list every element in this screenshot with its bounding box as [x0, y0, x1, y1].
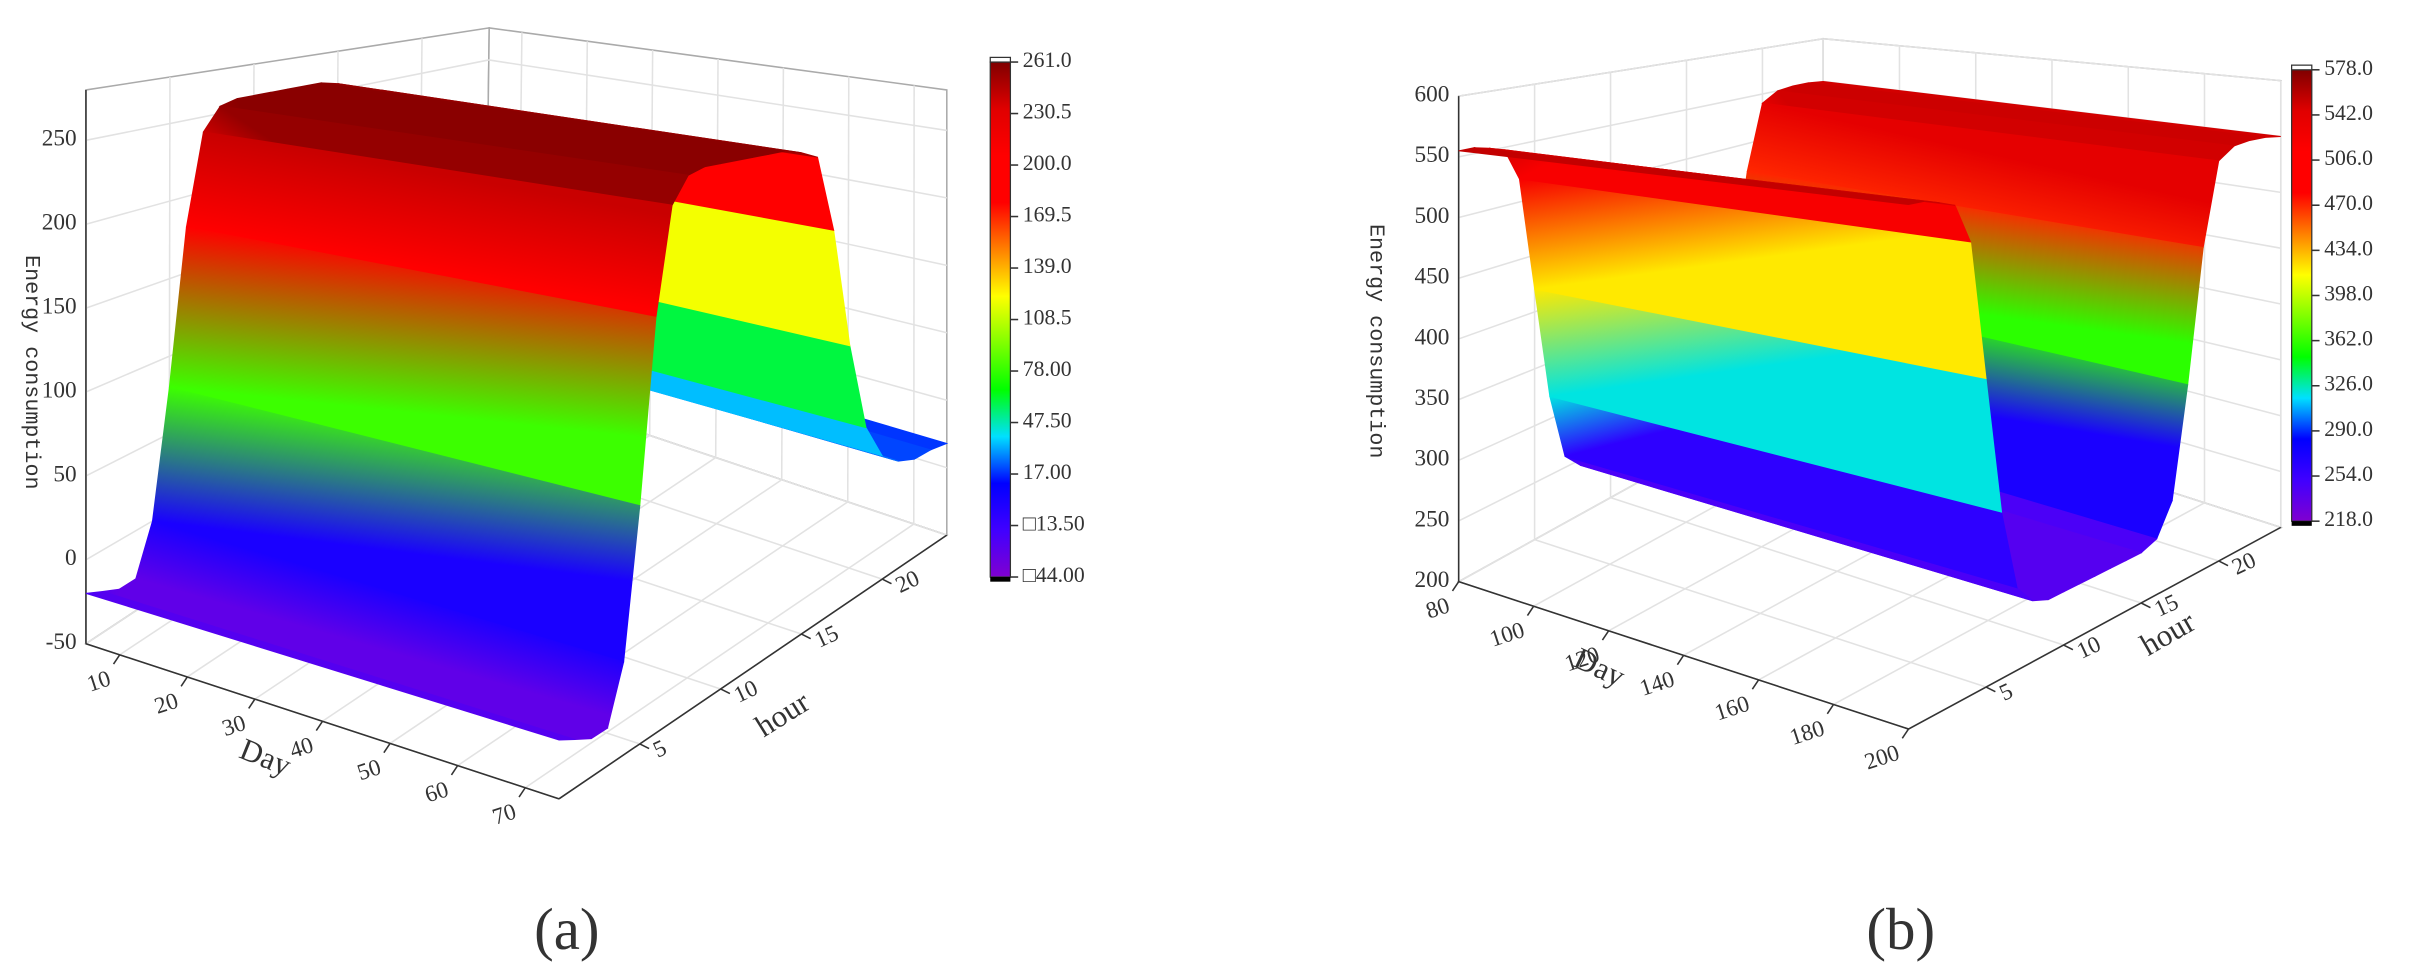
- z-tick-label: 200: [1414, 567, 1449, 593]
- z-tick-label: 250: [42, 126, 77, 152]
- colorbar-tick-label: 506.0: [2324, 146, 2373, 170]
- colorbar-tick-label: 108.5: [1023, 306, 1072, 330]
- axis-line: [558, 534, 948, 800]
- z-tick-label: 100: [42, 377, 77, 403]
- x-tick-label: 80: [1423, 593, 1453, 625]
- x-tick-label: 180: [1787, 715, 1828, 751]
- x-tick: [180, 676, 188, 687]
- colorbar-tick-label: 362.0: [2324, 327, 2373, 351]
- surface-strip: [1458, 147, 1925, 206]
- axis-line: [1458, 580, 1909, 730]
- x-tick: [1676, 654, 1685, 666]
- x-tick: [1451, 581, 1460, 592]
- z-axis-title: Energy consumption: [1364, 224, 1389, 458]
- colorbar-tick-label: 261.0: [1023, 48, 1072, 72]
- x-tick: [450, 765, 459, 776]
- colorbar-cap: [989, 56, 1012, 63]
- x-tick-label: 20: [151, 688, 181, 720]
- y-tick: [1985, 686, 1996, 693]
- z-tick-label: 0: [65, 545, 77, 571]
- axis-line: [1908, 526, 2282, 730]
- colorbar-tick-label: 542.0: [2324, 101, 2373, 125]
- x-tick: [248, 698, 256, 709]
- colorbar-tick-label: 47.50: [1023, 409, 1072, 433]
- x-tick-label: 140: [1637, 666, 1678, 702]
- colorbar-tick-label: □13.50: [1023, 512, 1085, 536]
- colorbar: [2291, 69, 2313, 522]
- y-tick: [801, 633, 812, 640]
- z-tick-label: 150: [42, 293, 77, 319]
- colorbar-tick-label: 326.0: [2324, 372, 2373, 396]
- grid-line: [1610, 496, 2064, 646]
- y-tick-label: 5: [1995, 678, 2017, 706]
- z-tick-label: 250: [1414, 506, 1449, 532]
- colorbar-tick-label: 139.0: [1023, 254, 1072, 278]
- y-tick-label: 5: [649, 735, 671, 763]
- z-tick-label: 600: [1414, 82, 1449, 108]
- colorbar-tick-label: 470.0: [2324, 191, 2373, 215]
- x-tick: [1826, 704, 1835, 715]
- x-tick: [112, 654, 121, 665]
- colorbar-tick-label: 434.0: [2324, 236, 2373, 260]
- x-tick: [315, 720, 324, 732]
- colorbar-cap: [2291, 64, 2313, 71]
- x-tick: [1526, 605, 1535, 616]
- colorbar-tick-label: 169.5: [1023, 203, 1072, 227]
- caption: (b): [1866, 896, 1935, 962]
- colorbar-tick-label: 200.0: [1023, 151, 1072, 175]
- colorbar: [989, 61, 1012, 578]
- x-tick: [518, 787, 526, 798]
- x-tick: [1751, 679, 1760, 690]
- axis-line: [85, 642, 560, 800]
- colorbar-tick-label: 254.0: [2324, 462, 2373, 486]
- x-tick-label: 70: [489, 799, 519, 831]
- x-tick-label: 10: [84, 666, 114, 698]
- z-tick-label: 50: [53, 461, 76, 487]
- y-tick: [720, 688, 731, 695]
- colorbar-tick-label: 230.5: [1023, 100, 1072, 124]
- y-tick: [2218, 560, 2229, 567]
- colorbar-tick-label: 398.0: [2324, 281, 2373, 305]
- z-tick-label: 500: [1414, 203, 1449, 229]
- x-tick: [1601, 630, 1610, 641]
- x-tick: [1901, 728, 1910, 739]
- surface-strip: [85, 590, 576, 741]
- z-axis-title: Energy consumption: [19, 255, 44, 489]
- x-tick-label: 50: [354, 754, 384, 786]
- z-tick-label: 300: [1414, 446, 1449, 472]
- y-tick: [2140, 602, 2151, 609]
- z-tick-label: 350: [1414, 385, 1449, 411]
- grid-line: [1534, 538, 1987, 688]
- colorbar-tick-label: 78.00: [1023, 357, 1072, 381]
- x-tick-label: 200: [1861, 740, 1902, 776]
- y-tick: [2063, 644, 2074, 651]
- x-tick: [383, 742, 391, 754]
- x-tick-label: 100: [1487, 617, 1528, 653]
- x-tick-label: 160: [1712, 691, 1753, 727]
- colorbar-tick-label: 290.0: [2324, 417, 2373, 441]
- caption: (a): [534, 896, 599, 962]
- colorbar-tick-label: 218.0: [2324, 507, 2373, 531]
- colorbar-tick-label: 578.0: [2324, 56, 2373, 80]
- z-tick-label: 450: [1414, 264, 1449, 290]
- y-axis-title: hour: [2134, 603, 2201, 662]
- z-tick-label: 200: [42, 210, 77, 236]
- colorbar-tick-label: □44.00: [1023, 563, 1085, 587]
- colorbar-tick-label: 17.00: [1023, 460, 1072, 484]
- colorbar-cap: [2291, 521, 2312, 526]
- z-tick-label: -50: [46, 629, 77, 655]
- y-tick: [881, 578, 892, 585]
- colorbar-cap: [990, 577, 1011, 582]
- z-tick-label: 400: [1414, 324, 1449, 350]
- x-tick-label: 60: [422, 776, 452, 808]
- y-tick: [639, 743, 650, 750]
- z-tick-label: 550: [1414, 142, 1449, 168]
